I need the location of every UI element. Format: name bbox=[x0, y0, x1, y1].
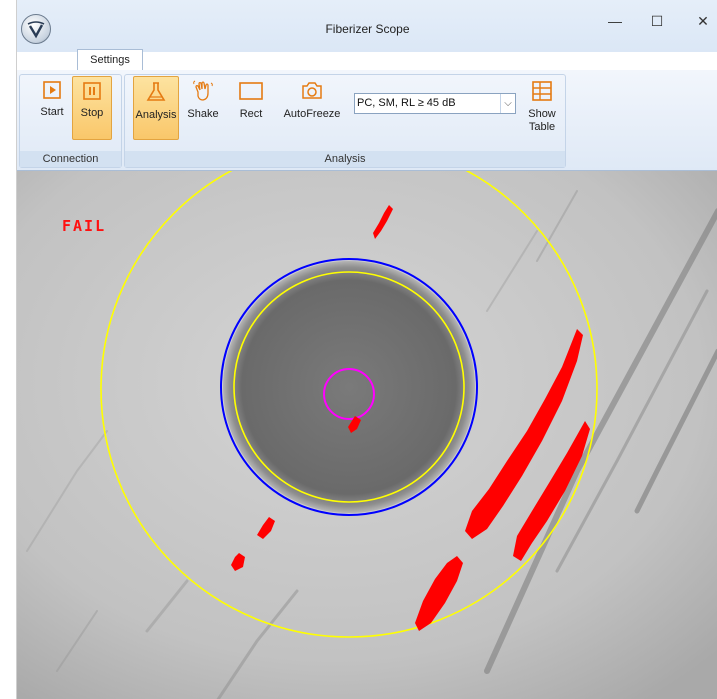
analysis-group-label: Analysis bbox=[125, 151, 565, 167]
scope-image-viewport[interactable]: FAIL bbox=[17, 171, 717, 699]
defect-mark bbox=[257, 517, 275, 539]
pause-icon bbox=[83, 82, 101, 100]
core-ring bbox=[323, 368, 375, 420]
close-button[interactable]: ✕ bbox=[697, 13, 709, 29]
chevron-down-icon[interactable]: ⌵ bbox=[500, 94, 515, 113]
window-title: Fiberizer Scope bbox=[325, 22, 410, 36]
defect-overlays bbox=[231, 205, 590, 631]
show-table-label-line2: Table bbox=[528, 121, 556, 133]
camera-icon bbox=[302, 82, 322, 99]
rect-label: Rect bbox=[239, 108, 263, 120]
app-window: Fiberizer Scope — ☐ ✕ Settings Connectio… bbox=[16, 0, 717, 699]
stop-button[interactable]: Stop bbox=[72, 76, 112, 140]
rect-button[interactable]: Rect bbox=[229, 76, 273, 140]
surface-scratches bbox=[26, 190, 717, 699]
maximize-button[interactable]: ☐ bbox=[650, 13, 664, 29]
stop-label: Stop bbox=[80, 107, 104, 119]
analysis-group: Analysis bbox=[124, 74, 566, 168]
title-bar: Fiberizer Scope — ☐ ✕ bbox=[17, 0, 717, 52]
filter-dropdown[interactable]: PC, SM, RL ≥ 45 dB ⌵ bbox=[354, 93, 516, 114]
start-button[interactable]: Start bbox=[35, 76, 69, 140]
start-label: Start bbox=[40, 106, 64, 118]
show-table-label-line1: Show bbox=[528, 108, 556, 120]
tab-settings[interactable]: Settings bbox=[77, 49, 143, 71]
shake-button[interactable]: Shake bbox=[183, 76, 223, 140]
defect-mark bbox=[348, 416, 361, 433]
analysis-label: Analysis bbox=[135, 109, 177, 121]
defect-mark bbox=[415, 556, 463, 631]
connection-group-label: Connection bbox=[20, 151, 121, 167]
defect-mark bbox=[231, 553, 245, 571]
rectangle-icon bbox=[239, 82, 263, 100]
cladding-area bbox=[223, 261, 475, 513]
defect-mark bbox=[373, 205, 393, 239]
defect-mark bbox=[513, 421, 590, 561]
table-icon bbox=[532, 81, 552, 101]
fiber-endface-image bbox=[17, 171, 717, 699]
flask-icon bbox=[146, 82, 166, 101]
cladding-zone-ring bbox=[233, 271, 465, 503]
status-fail-label: FAIL bbox=[62, 217, 107, 235]
show-table-button[interactable]: Show Table bbox=[522, 76, 562, 140]
analysis-button[interactable]: Analysis bbox=[133, 76, 179, 140]
minimize-button[interactable]: — bbox=[608, 13, 622, 29]
cladding-boundary-ring bbox=[220, 258, 478, 516]
autofreeze-button[interactable]: AutoFreeze bbox=[279, 76, 345, 140]
app-logo-icon[interactable] bbox=[21, 14, 51, 44]
shake-label: Shake bbox=[187, 108, 219, 120]
hand-wave-icon bbox=[193, 80, 213, 101]
play-icon bbox=[43, 81, 61, 99]
autofreeze-label: AutoFreeze bbox=[283, 108, 341, 120]
defect-mark bbox=[465, 329, 583, 539]
filter-dropdown-value: PC, SM, RL ≥ 45 dB bbox=[357, 97, 456, 109]
contact-zone-ring bbox=[100, 171, 598, 638]
connection-group: Connection bbox=[19, 74, 122, 168]
show-table-label: Show Table bbox=[522, 108, 562, 134]
ribbon: Connection Start Stop Analysis bbox=[17, 70, 717, 171]
